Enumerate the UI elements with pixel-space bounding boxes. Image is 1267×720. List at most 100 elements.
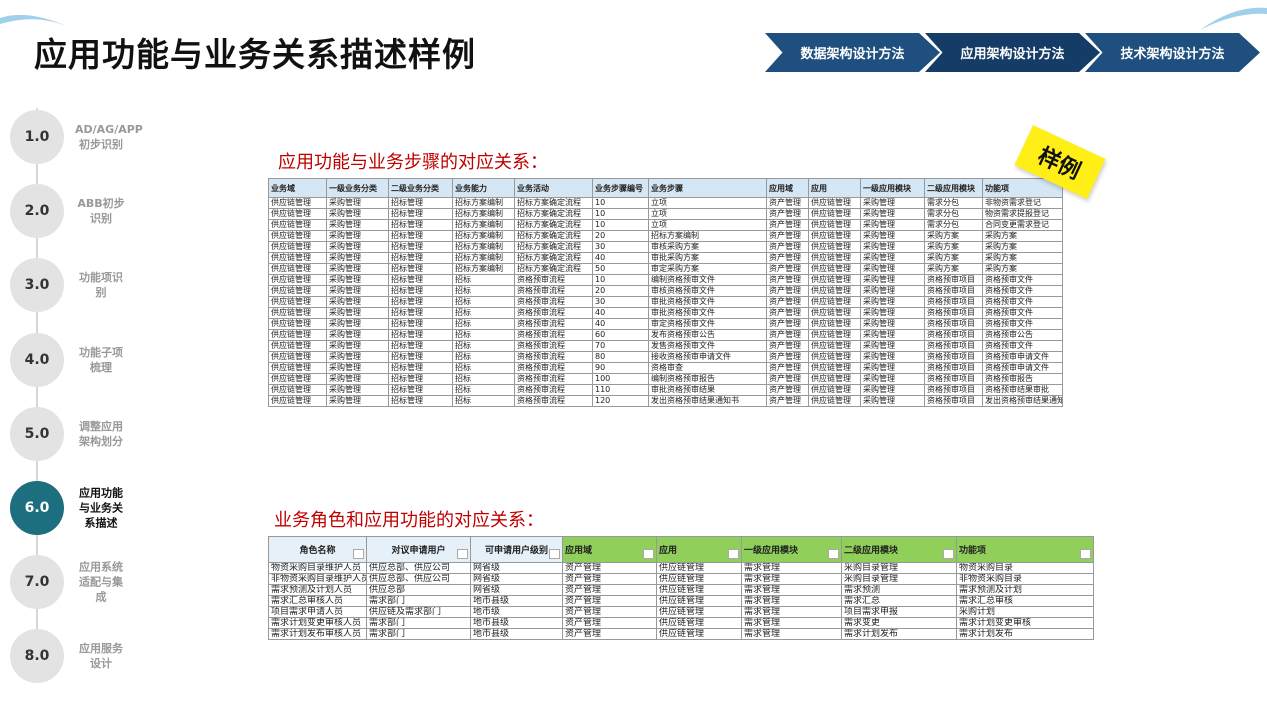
cell: 资产管理 (766, 230, 809, 242)
cell: 招标方案确定流程 (514, 219, 593, 231)
cell: 采购管理 (860, 208, 925, 220)
cell: 招标方案确定流程 (514, 241, 593, 253)
cell: 招标 (452, 307, 515, 319)
cell: 招标方案确定流程 (514, 197, 593, 209)
breadcrumb: 数据架构设计方法 应用架构设计方法 技术架构设计方法 (765, 33, 1260, 72)
cell: 供应链管理 (808, 296, 861, 308)
cell: 供应链管理 (268, 241, 327, 253)
step-label[interactable]: AD/AG/APP初步识别 (75, 123, 143, 151)
cell: 供应总部、供应公司 (366, 573, 471, 585)
cell: 需求管理 (741, 617, 842, 629)
cell: 需求部门 (366, 628, 471, 640)
step-number[interactable]: 8.0 (10, 629, 64, 684)
table-row: 供应链管理 采购管理 招标管理 招标方案编制 招标方案确定流程 20 招标方案编制 资产管理供… (268, 230, 1063, 242)
column-header: 一级应用模块 (860, 178, 925, 198)
cell: 招标管理 (388, 307, 453, 319)
cell: 招标管理 (388, 362, 453, 374)
cell: 30 (592, 241, 649, 253)
nav-tab[interactable]: 技术架构设计方法 (1085, 33, 1260, 72)
step-number[interactable]: 4.0 (10, 332, 64, 387)
cell: 110 (592, 384, 649, 396)
cell: 采购管理 (860, 329, 925, 341)
cell: 招标管理 (388, 263, 453, 275)
cell: 采购管理 (326, 263, 389, 275)
step-number[interactable]: 3.0 (10, 258, 64, 313)
cell: 招标管理 (388, 230, 453, 242)
cell: 招标管理 (388, 351, 453, 363)
nav-tab[interactable]: 数据架构设计方法 (765, 33, 940, 72)
cell: 30 (592, 296, 649, 308)
step-label[interactable]: 应用功能与业务关系描述 (79, 486, 123, 530)
table-row: 供应链管理 采购管理 招标管理 招标方案编制 招标方案确定流程 10 立项 资产管理 供应链管理… (268, 197, 1063, 209)
mapping-table: 业务域 一级业务分类 二级业务分类 业务能力 业务活动 业务步骤编号 业务步骤 应用域 应用 一级… (268, 178, 1063, 407)
cell: 需求预测 (841, 584, 957, 596)
step-number[interactable]: 1.0 (10, 110, 64, 164)
cell: 采购管理 (326, 219, 389, 231)
cell: 供应链管理 (268, 219, 327, 231)
cell: 供应链管理 (268, 340, 327, 352)
table-row: 供应链管理 采购管理 招标管理 招标 资格预审流程 30 审批资格预审文件 资产管理 供应链管理… (268, 296, 1063, 308)
cell: 资格预审申请文件 (982, 351, 1063, 363)
cell: 采购管理 (326, 395, 389, 407)
table-row: 非物资采购目录维护人员 供应总部、供应公司 网省级 资产管理 供应链管理 需求管理 采购目录… (268, 573, 1094, 585)
cell: 供应链管理 (656, 562, 742, 574)
cell: 供应链管理 (808, 384, 861, 396)
cell: 需求计划发布审核人员 (268, 628, 367, 640)
cell: 资格预审项目 (924, 340, 983, 352)
cell: 供应链管理 (268, 395, 327, 407)
cell: 采购管理 (860, 241, 925, 253)
cell: 资格预审文件 (982, 307, 1063, 319)
step-label[interactable]: 调整应用架构划分 (79, 419, 123, 448)
cell: 供应链管理 (268, 263, 327, 275)
cell: 供应链管理 (268, 274, 327, 286)
cell: 90 (592, 362, 649, 374)
step-label[interactable]: 应用服务设计 (79, 642, 123, 671)
cell: 资格预审项目 (924, 285, 983, 297)
cell: 发出资格预审结果通知书 (648, 395, 767, 407)
cell: 资格审查 (648, 362, 767, 374)
cell: 招标方案确定流程 (514, 208, 593, 220)
cell: 招标管理 (388, 219, 453, 231)
cell: 资格预审流程 (514, 296, 593, 308)
cell: 招标管理 (388, 384, 453, 396)
cell: 供应链管理 (656, 628, 742, 640)
cell: 资格预审项目 (924, 373, 983, 385)
nav-tab[interactable]: 应用架构设计方法 (925, 33, 1100, 72)
cell: 招标 (452, 362, 515, 374)
cell: 资格预审文件 (982, 296, 1063, 308)
cell: 资产管理 (766, 307, 809, 319)
cell: 20 (592, 230, 649, 242)
cell: 物资需求提报登记 (982, 208, 1063, 220)
cell: 资格预审项目 (924, 296, 983, 308)
cell: 供应链管理 (268, 230, 327, 242)
cell: 采购管理 (860, 362, 925, 374)
cell: 招标方案编制 (452, 263, 515, 275)
step-label[interactable]: 应用系统适配与集成 (79, 560, 123, 604)
cell: 供应链管理 (808, 219, 861, 231)
cell: 合同变更需求登记 (982, 219, 1063, 231)
cell: 采购目录管理 (841, 573, 957, 585)
cell: 招标管理 (388, 285, 453, 297)
step-label[interactable]: 功能项识别 (79, 271, 123, 300)
step-label[interactable]: ABB初步识别 (77, 197, 125, 226)
step-number[interactable]: 6.0 (10, 481, 64, 535)
cell: 资产管理 (562, 628, 657, 640)
cell: 供应链管理 (808, 362, 861, 374)
step-number[interactable]: 2.0 (10, 184, 64, 239)
cell: 120 (592, 395, 649, 407)
cell: 招标管理 (388, 274, 453, 286)
timeline (36, 108, 38, 673)
cell: 70 (592, 340, 649, 352)
cell: 采购管理 (326, 351, 389, 363)
step-number[interactable]: 5.0 (10, 406, 64, 461)
cell: 招标 (452, 329, 515, 341)
cell: 资格预审公告 (982, 329, 1063, 341)
cell: 资格预审流程 (514, 274, 593, 286)
step-number[interactable]: 7.0 (10, 555, 64, 610)
cell: 需求预测及计划人员 (268, 584, 367, 596)
cell: 招标管理 (388, 296, 453, 308)
cell: 80 (592, 351, 649, 363)
cell: 招标 (452, 285, 515, 297)
cell: 采购方案 (982, 241, 1063, 253)
step-label[interactable]: 功能子项梳理 (79, 345, 123, 374)
